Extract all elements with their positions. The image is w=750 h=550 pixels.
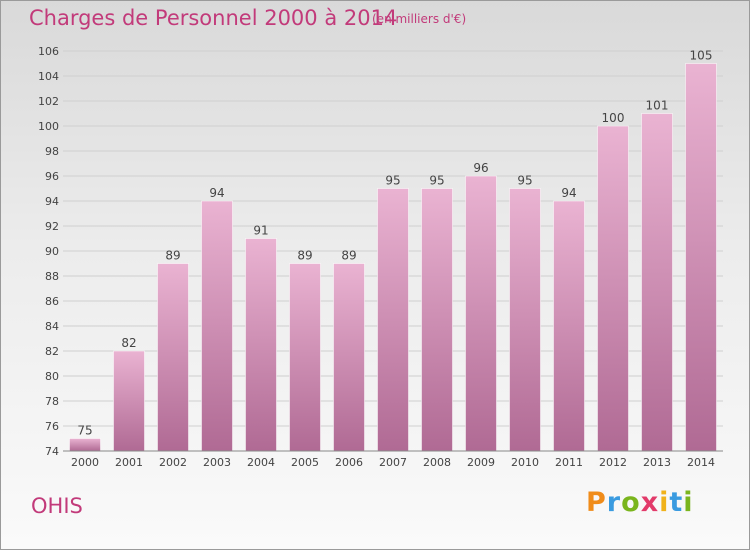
y-tick-label: 88 [45, 270, 59, 283]
y-tick-label: 98 [45, 145, 59, 158]
bar-2011 [553, 200, 585, 452]
bar-2009 [465, 175, 497, 452]
data-label-2000: 75 [77, 424, 92, 438]
x-tick-label-2013: 2013 [643, 456, 671, 469]
bar-2003 [201, 200, 233, 452]
data-label-2002: 89 [165, 249, 180, 263]
chart-subtitle: (en milliers d'€) [372, 12, 467, 26]
x-tick-label-2010: 2010 [511, 456, 539, 469]
x-tick-label-2002: 2002 [159, 456, 187, 469]
chart-title: Charges de Personnel 2000 à 2014 [29, 6, 398, 30]
bar-2012 [597, 125, 629, 452]
x-tick-label-2005: 2005 [291, 456, 319, 469]
x-tick-label-2000: 2000 [71, 456, 99, 469]
y-tick-label: 94 [45, 195, 59, 208]
data-label-2009: 96 [473, 161, 488, 175]
logo-letter: P [586, 487, 607, 518]
y-tick-label: 78 [45, 395, 59, 408]
x-tick-label-2006: 2006 [335, 456, 363, 469]
bar-2000 [69, 438, 101, 452]
bar-2004 [245, 238, 277, 452]
y-tick-label: 92 [45, 220, 59, 233]
logo-letter: i [683, 487, 694, 518]
data-label-2003: 94 [209, 186, 224, 200]
x-tick-label-2004: 2004 [247, 456, 275, 469]
data-label-2012: 100 [602, 111, 625, 125]
x-tick-label-2001: 2001 [115, 456, 143, 469]
data-label-2008: 95 [429, 174, 444, 188]
x-tick-label-2014: 2014 [687, 456, 715, 469]
data-label-2005: 89 [297, 249, 312, 263]
bar-2014 [685, 63, 717, 452]
data-labels: 75 82 89 94 91 89 89 95 95 96 95 94 100 101 105 [77, 49, 712, 438]
commune-name: OHIS [31, 494, 83, 518]
data-label-2006: 89 [341, 249, 356, 263]
y-tick-label: 84 [45, 320, 59, 333]
y-axis-ticks: 74 76 78 80 82 84 86 88 90 92 94 96 98 100 102 104 106 [38, 45, 59, 458]
y-tick-label: 106 [38, 45, 59, 58]
data-label-2014: 105 [690, 49, 713, 63]
data-label-2004: 91 [253, 224, 268, 238]
y-tick-label: 82 [45, 345, 59, 358]
y-tick-label: 76 [45, 420, 59, 433]
y-tick-label: 100 [38, 120, 59, 133]
bar-2005 [289, 263, 321, 452]
data-label-2011: 94 [561, 186, 576, 200]
y-tick-label: 96 [45, 170, 59, 183]
x-tick-label-2007: 2007 [379, 456, 407, 469]
logo-letter: r [606, 487, 622, 518]
bar-2006 [333, 263, 365, 452]
x-tick-label-2012: 2012 [599, 456, 627, 469]
bar-2013 [641, 113, 673, 452]
bar-2008 [421, 188, 453, 452]
bars [69, 63, 717, 452]
bar-2007 [377, 188, 409, 452]
y-tick-label: 86 [45, 295, 59, 308]
bar-2001 [113, 350, 145, 452]
y-tick-label: 90 [45, 245, 59, 258]
bar-2010 [509, 188, 541, 452]
data-label-2013: 101 [646, 99, 669, 113]
logo-letter: t [669, 487, 684, 518]
y-tick-label: 102 [38, 95, 59, 108]
logo-letter: i [659, 487, 670, 518]
logo-letter: o [621, 487, 641, 518]
y-tick-label: 74 [45, 445, 59, 458]
proxiti-logo: Proxiti [586, 487, 694, 518]
y-tick-label: 104 [38, 70, 59, 83]
y-tick-label: 80 [45, 370, 59, 383]
x-axis-ticks: 2000 2001 2002 2003 2004 2005 2006 2007 2008 2009… [71, 456, 715, 469]
data-label-2010: 95 [517, 174, 532, 188]
x-tick-label-2011: 2011 [555, 456, 583, 469]
x-tick-label-2003: 2003 [203, 456, 231, 469]
x-tick-label-2009: 2009 [467, 456, 495, 469]
data-label-2007: 95 [385, 174, 400, 188]
bar-2002 [157, 263, 189, 452]
x-tick-label-2008: 2008 [423, 456, 451, 469]
logo-letter: x [640, 487, 660, 518]
data-label-2001: 82 [121, 336, 136, 350]
